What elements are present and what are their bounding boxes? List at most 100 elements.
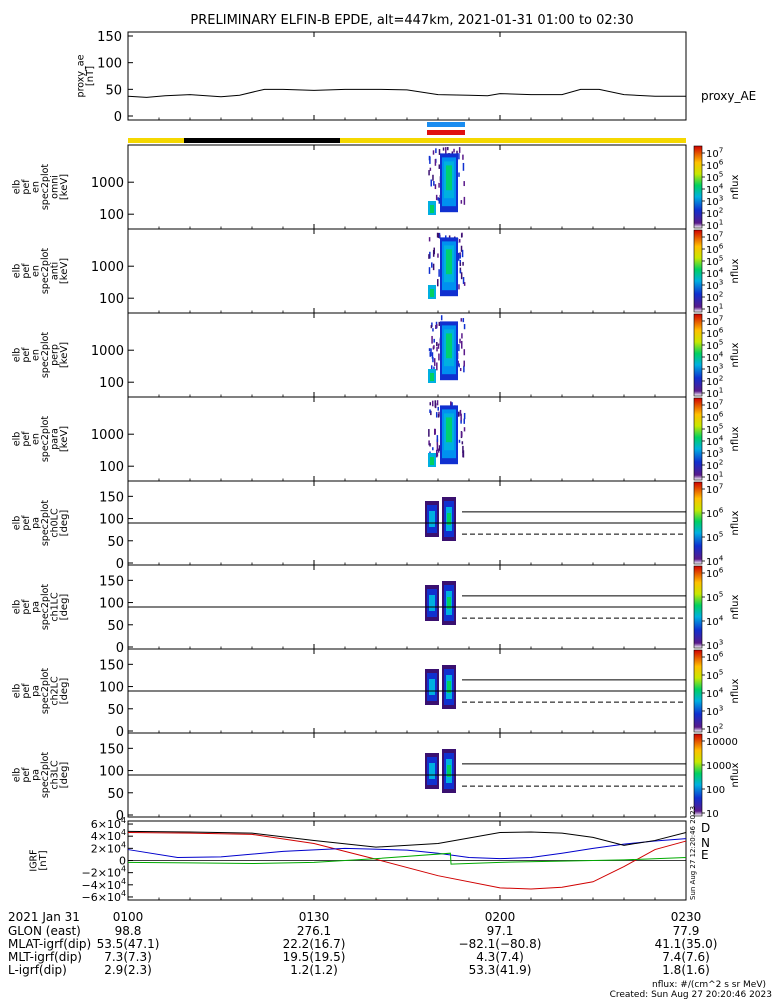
colorbar-label: nflux (730, 174, 741, 199)
heatmap-cell (433, 428, 436, 435)
ephemeris-value: 97.1 (487, 924, 514, 938)
ephemeris-value: −82.1(−80.8) (459, 937, 542, 951)
y-tick-label: 50 (107, 535, 124, 550)
science-zone-red-bar (427, 130, 465, 135)
heatmap-cell (463, 349, 466, 356)
heatmap-cell (431, 400, 434, 407)
y-tick-label: 50 (107, 703, 124, 718)
series-E (127, 852, 687, 865)
colorbar-tick-label: 105 (706, 170, 723, 185)
colorbar-tick-label: 105 (706, 338, 723, 353)
y-axis-label: pa (30, 769, 41, 781)
ephemeris-value: 1.8(1.6) (662, 963, 710, 977)
colorbar-tick-label: 102 (706, 206, 723, 221)
heatmap-cell (463, 418, 465, 424)
heatmap-cell (428, 348, 431, 352)
colorbar-tick-label: 104 (706, 266, 724, 281)
colorbar-tick-label: 104 (706, 350, 724, 365)
y-tick-label: 0 (116, 725, 124, 740)
colorbar-tick-label: 105 (706, 668, 723, 683)
colorbar-tick-label: 1000 (706, 761, 731, 772)
heatmap-cell (429, 679, 435, 695)
colorbar-tick-label: 105 (706, 254, 723, 269)
y-axis-label: [keV] (59, 426, 70, 452)
side-timestamp: Sun Aug 27 12:20:46 2023 (689, 806, 697, 900)
y-tick-label: 0 (116, 809, 124, 824)
heatmap-cell (430, 348, 432, 357)
colorbar (693, 649, 703, 733)
heatmap-cell (438, 232, 441, 239)
colorbar (693, 481, 703, 565)
heatmap-cell (432, 150, 435, 155)
y-tick-label: 50 (107, 619, 124, 634)
heatmap-cell (430, 325, 433, 329)
heatmap-cell (463, 412, 466, 420)
heatmap-cell (458, 284, 460, 290)
panel-frame (127, 396, 687, 482)
heatmap-cell (458, 153, 460, 160)
colorbar-tick-label: 107 (706, 314, 723, 329)
y-tick-label: 0 (116, 557, 124, 572)
y-axis-label: en (30, 349, 41, 361)
y-axis-label: spec2plot (40, 500, 51, 547)
heatmap-cell (435, 148, 437, 154)
y-axis-label: elb (11, 180, 22, 195)
heatmap-cell (438, 182, 440, 188)
heatmap-cell (458, 172, 460, 177)
heatmap-cell (431, 352, 434, 359)
heatmap-cell (437, 343, 440, 349)
time-tick-label: 0130 (299, 910, 330, 924)
ephemeris-value: 7.3(7.3) (104, 950, 152, 964)
colorbar-tick-label: 107 (706, 230, 723, 245)
panel-frame (127, 31, 687, 121)
ephemeris-label: MLAT-igrf(dip) (8, 937, 91, 951)
colorbar-tick-label: 106 (706, 566, 724, 581)
colorbar-tick-label: 106 (706, 650, 724, 665)
y-tick-label: −2×104 (82, 865, 126, 880)
heatmap-cell (438, 445, 441, 451)
heatmap-cell (433, 181, 435, 186)
colorbar-tick-label: 106 (706, 410, 724, 425)
series-total (127, 830, 687, 848)
heatmap-cell (447, 513, 451, 525)
y-axis-label: anti (49, 262, 60, 280)
heatmap-cell (447, 681, 451, 693)
y-tick-label: 100 (99, 513, 124, 528)
colorbar-tick-label: 102 (706, 374, 723, 389)
heatmap-cell (429, 251, 431, 259)
y-tick-label: 2×104 (91, 840, 126, 855)
legend-N: N (701, 836, 710, 850)
panel-frame (127, 312, 687, 398)
heatmap-cell (463, 324, 466, 330)
ephemeris-value: 7.4(7.6) (662, 950, 710, 964)
created-stamp: Created: Sun Aug 27 20:20:46 2023 (610, 990, 772, 1000)
sunlit-bar (128, 138, 686, 143)
y-axis-label: spec2plot (40, 752, 51, 799)
heatmap-cell (458, 411, 460, 417)
y-axis-label: ch1LC (49, 592, 60, 622)
y-axis-label: para (49, 428, 60, 450)
heatmap-cell (463, 427, 466, 432)
heatmap-cell (457, 252, 460, 261)
heatmap-cell (445, 147, 447, 155)
heatmap-cell (447, 597, 451, 609)
heatmap-cell (461, 249, 464, 258)
status-bars (128, 122, 686, 143)
y-axis-label: spec2plot (40, 248, 51, 295)
panel-anti: 1001000elbpefenspec2plotanti[keV]1071061… (11, 228, 741, 316)
heatmap-cell (428, 440, 430, 446)
heatmap-cell (434, 184, 437, 190)
heatmap-cell (459, 270, 462, 274)
y-axis-label: [deg] (59, 678, 70, 705)
y-axis-label: ch0LC (49, 508, 60, 538)
colorbar (693, 313, 703, 397)
colorbar-label: nflux (730, 762, 741, 787)
y-axis-label: pef (21, 515, 32, 531)
y-axis-label: elb (11, 600, 22, 615)
heatmap-cell (429, 402, 432, 406)
heatmap-cell (436, 400, 439, 406)
y-axis-label: [deg] (59, 510, 70, 537)
heatmap-cell (457, 360, 459, 367)
ephemeris-value: 19.5(19.5) (283, 950, 346, 964)
